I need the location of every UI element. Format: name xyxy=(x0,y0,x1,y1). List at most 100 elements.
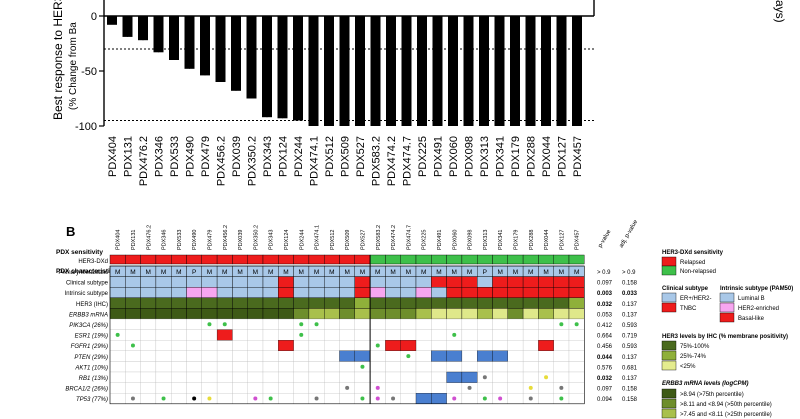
adj-pvalue: 0.719 xyxy=(622,334,638,340)
primary-metastatic-value: M xyxy=(299,269,304,276)
alteration-cell xyxy=(507,350,524,362)
alteration-cell xyxy=(216,371,233,383)
alteration-cell xyxy=(171,350,187,362)
sensitivity-cell xyxy=(216,254,233,265)
alteration-dot xyxy=(314,322,319,327)
alteration-cell xyxy=(247,361,264,373)
alteration-cell xyxy=(568,361,585,373)
alteration-cell xyxy=(522,318,539,330)
alteration-cell xyxy=(492,318,508,330)
pvalue: 0.094 xyxy=(597,397,613,403)
clinical-subtype-cell xyxy=(324,276,340,288)
row-label: TP53 (77%) xyxy=(76,397,108,403)
legend-basal-swatch xyxy=(719,312,735,323)
alteration-dot xyxy=(253,396,258,401)
category-label: PDX350.2 xyxy=(247,136,259,186)
clinical-subtype-cell xyxy=(155,276,172,288)
row-label: Primary/Metastatic xyxy=(58,270,108,276)
alteration-cell xyxy=(125,350,141,362)
intrinsic-subtype-cell xyxy=(415,287,432,299)
her3-ihc-cell xyxy=(522,297,539,309)
column-header: PDX457 xyxy=(575,230,581,251)
primary-metastatic-value: M xyxy=(574,269,579,276)
alteration-cell xyxy=(186,361,202,373)
alteration-dot xyxy=(375,385,380,390)
legend-lumb-label: Luminal B xyxy=(738,296,765,302)
legend-erbb3-2-label: >8.11 and <8.94 (>50th percentile) xyxy=(680,402,772,408)
erbb3-mrna-cell xyxy=(461,308,478,320)
column-header: PDX491 xyxy=(437,230,443,251)
clinical-subtype-cell xyxy=(109,276,126,288)
alteration-cell xyxy=(339,393,355,404)
legend-her3-title: HER3 levels by IHC (% membrane positivit… xyxy=(662,334,788,340)
alteration-cell xyxy=(446,340,463,351)
alteration-cell xyxy=(171,318,187,330)
alteration-cell xyxy=(262,361,279,373)
intrinsic-subtype-cell xyxy=(324,287,340,299)
column-header: PDX404 xyxy=(116,230,122,251)
adj-pvalue: > 0.9 xyxy=(622,270,636,276)
alteration-cell xyxy=(216,393,233,404)
pvalue: 0.097 xyxy=(597,281,613,287)
bar xyxy=(293,16,303,121)
alteration-cell xyxy=(431,340,447,351)
category-label: PDX479 xyxy=(200,136,212,177)
her3-ihc-cell xyxy=(538,297,554,309)
alteration-cell xyxy=(109,350,126,362)
alteration-cell xyxy=(201,361,218,373)
alteration-cell xyxy=(461,340,478,351)
intrinsic-subtype-cell xyxy=(170,287,187,299)
alteration-dot xyxy=(528,396,533,401)
legend-her2e-label: HER2-enriched xyxy=(738,306,779,312)
erbb3-mrna-cell xyxy=(507,308,524,320)
pvalue-header: p-value xyxy=(598,228,613,249)
alteration-block xyxy=(354,350,371,362)
alteration-cell xyxy=(262,350,279,362)
alteration-cell xyxy=(568,371,585,383)
alteration-cell xyxy=(324,318,340,330)
alteration-cell xyxy=(507,318,524,330)
alteration-cell xyxy=(293,393,310,404)
bar xyxy=(417,16,427,126)
alteration-cell xyxy=(431,329,447,341)
intrinsic-subtype-cell xyxy=(477,287,493,299)
clinical-subtype-cell xyxy=(553,276,570,288)
alteration-dot xyxy=(130,343,135,348)
alteration-cell xyxy=(247,350,264,362)
erbb3-mrna-cell xyxy=(339,308,356,320)
primary-metastatic-value: M xyxy=(314,269,319,276)
category-label: PDX404 xyxy=(107,136,119,177)
alteration-cell xyxy=(446,382,463,394)
bar xyxy=(184,16,195,69)
pvalue: 0.456 xyxy=(597,344,613,350)
alteration-cell xyxy=(201,340,218,351)
legend-tnbc-swatch xyxy=(661,302,677,313)
alteration-cell xyxy=(308,340,325,351)
alteration-cell xyxy=(262,318,279,330)
erbb3-mrna-cell xyxy=(109,308,126,320)
y-tick-label: -100 xyxy=(75,121,97,133)
pvalue: 0.664 xyxy=(597,334,613,340)
sensitivity-cell xyxy=(522,254,539,265)
alteration-cell xyxy=(385,361,401,373)
legend-er-label: ER+/HER2- xyxy=(680,296,712,302)
row-label: HER3 (IHC) xyxy=(76,302,108,308)
column-header: PDX490 xyxy=(192,230,198,251)
row-label: AKT1 (10%) xyxy=(74,365,108,371)
legend-erbb3-3-label: >7.45 and <8.11 (>25th percentile) xyxy=(680,412,772,418)
category-label: PDX060 xyxy=(448,136,460,177)
pvalue: 0.044 xyxy=(597,355,613,361)
legend-relapsed-label: Relapsed xyxy=(680,260,705,266)
her3-ihc-cell xyxy=(155,297,172,309)
sensitivity-cell xyxy=(553,254,570,265)
sensitivity-cell xyxy=(492,254,509,265)
alteration-cell xyxy=(232,350,248,362)
her3-ihc-cell xyxy=(400,297,417,309)
sensitivity-cell xyxy=(446,254,463,265)
alteration-cell xyxy=(186,350,202,362)
alteration-cell xyxy=(278,393,294,404)
alteration-cell xyxy=(431,361,447,373)
primary-metastatic-value: M xyxy=(344,269,349,276)
category-label: PDX343 xyxy=(262,136,274,177)
alteration-cell xyxy=(125,361,141,373)
